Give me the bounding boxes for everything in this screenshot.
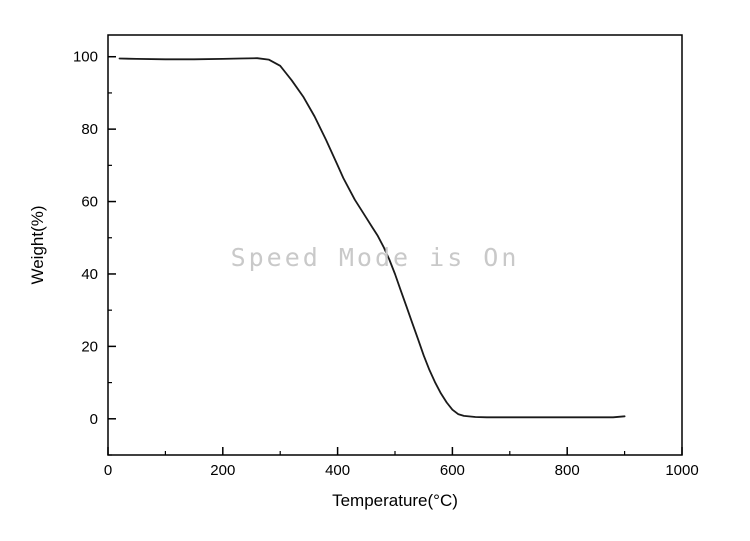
x-tick-label: 0 [104,462,112,479]
x-tick-label: 1000 [665,462,698,479]
x-axis-label: Temperature(°C) [332,491,458,510]
y-tick-label: 20 [81,338,98,355]
y-tick-label: 80 [81,121,98,138]
x-tick-label: 800 [555,462,580,479]
x-tick-label: 200 [210,462,235,479]
x-tick-label: 600 [440,462,465,479]
y-axis-label: Weight(%) [28,205,47,285]
y-tick-label: 0 [90,411,98,428]
y-tick-label: 40 [81,266,98,283]
x-tick-label: 400 [325,462,350,479]
y-tick-label: 100 [73,49,98,66]
tga-curve [118,57,626,419]
plot-frame [107,34,683,456]
y-tick-label: 60 [81,194,98,211]
